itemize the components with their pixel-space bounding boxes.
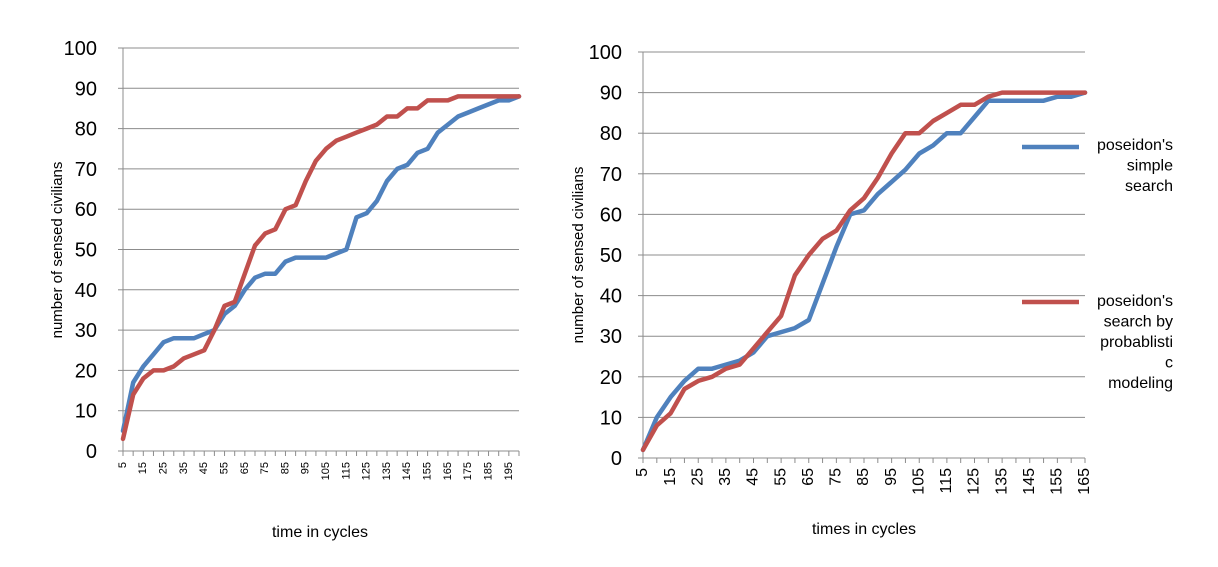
legend-label-2: modeling bbox=[1108, 375, 1173, 392]
y-tick-label: 30 bbox=[75, 320, 97, 342]
x-tick-label: 75 bbox=[259, 462, 271, 474]
chart-1: 0 10 20 30 40 50 60 70 80 90 100 5 15 25 35 45 55 65 75 85 9… bbox=[49, 38, 522, 541]
x-tick-label: 85 bbox=[279, 462, 291, 474]
x-tick-label: 75 bbox=[828, 468, 845, 486]
legend-label-2: search by bbox=[1104, 314, 1173, 331]
series-line-2 bbox=[120, 94, 522, 442]
legend-label-2: poseidon's bbox=[1097, 293, 1173, 310]
chart-2: 0 10 20 30 40 50 60 70 80 90 100 5 15 25 35 45 55 65 75 85 9… bbox=[570, 42, 1173, 538]
x-tick-label: 95 bbox=[300, 462, 312, 474]
y-tick-label: 70 bbox=[600, 164, 622, 186]
x-tick-label: 35 bbox=[178, 462, 190, 474]
x-tick-label: 5 bbox=[634, 468, 651, 477]
x-tick-label: 175 bbox=[462, 462, 474, 480]
x-tick-label: 25 bbox=[158, 462, 170, 474]
x-tick-label: 145 bbox=[1021, 468, 1038, 495]
x-tick-label: 155 bbox=[422, 462, 434, 480]
y-tick-label: 0 bbox=[611, 448, 622, 470]
y-tick-label: 10 bbox=[600, 407, 622, 429]
y-tick-label: 80 bbox=[600, 123, 622, 145]
x-tick-label: 25 bbox=[689, 468, 706, 486]
y-tick-label: 100 bbox=[589, 42, 622, 64]
x-tick-label: 155 bbox=[1049, 468, 1066, 495]
legend-label-2: probablisti bbox=[1100, 334, 1173, 351]
y-tick-label: 100 bbox=[64, 38, 97, 60]
x-tick-label: 15 bbox=[137, 462, 149, 474]
x-tick-label: 135 bbox=[993, 468, 1010, 495]
x-tick-label: 115 bbox=[340, 462, 352, 480]
x-tick-label: 165 bbox=[442, 462, 454, 480]
y-tick-label: 20 bbox=[600, 367, 622, 389]
legend-label-1: search bbox=[1125, 178, 1173, 195]
y-tick-label: 60 bbox=[600, 204, 622, 226]
legend-label-1: poseidon's bbox=[1097, 137, 1173, 154]
y-tick-label: 0 bbox=[86, 441, 97, 463]
x-tick-label: 85 bbox=[855, 468, 872, 486]
x-tick-label: 105 bbox=[320, 462, 332, 480]
x-tick-label: 115 bbox=[938, 468, 955, 494]
x-tick-label: 145 bbox=[401, 462, 413, 480]
legend-label-1: simple bbox=[1127, 158, 1173, 175]
x-tick-label: 15 bbox=[662, 468, 679, 486]
x-axis-label: times in cycles bbox=[812, 521, 916, 538]
x-tick-label: 195 bbox=[503, 462, 515, 480]
y-tick-label: 10 bbox=[75, 401, 97, 423]
y-tick-label: 30 bbox=[600, 326, 622, 348]
x-tick-label: 55 bbox=[218, 462, 230, 474]
x-tick-label: 5 bbox=[117, 462, 129, 468]
series-line-1 bbox=[640, 90, 1088, 453]
series-line-2 bbox=[640, 90, 1088, 453]
y-tick-label: 90 bbox=[600, 83, 622, 105]
y-tick-label: 20 bbox=[75, 360, 97, 382]
x-tick-label: 185 bbox=[482, 462, 494, 480]
x-tick-label: 125 bbox=[361, 462, 373, 480]
y-tick-label: 50 bbox=[75, 240, 97, 262]
x-tick-label: 35 bbox=[717, 468, 734, 486]
series-line-1 bbox=[120, 94, 522, 434]
x-tick-label: 125 bbox=[966, 468, 983, 495]
y-axis-label: number of sensed civilians bbox=[49, 162, 66, 339]
y-tick-label: 60 bbox=[75, 199, 97, 221]
legend-label-2: c bbox=[1165, 355, 1173, 372]
x-tick-label: 55 bbox=[772, 468, 789, 486]
x-tick-label: 135 bbox=[381, 462, 393, 480]
y-tick-label: 90 bbox=[75, 78, 97, 100]
y-tick-label: 50 bbox=[600, 245, 622, 267]
y-tick-label: 40 bbox=[600, 286, 622, 308]
x-axis-label: time in cycles bbox=[272, 524, 368, 541]
x-tick-label: 65 bbox=[239, 462, 251, 474]
x-tick-label: 105 bbox=[910, 468, 927, 495]
x-tick-label: 165 bbox=[1076, 468, 1093, 495]
y-tick-label: 80 bbox=[75, 119, 97, 141]
legend: poseidon's simple search poseidon's search b… bbox=[1022, 137, 1173, 392]
x-tick-label: 95 bbox=[883, 468, 900, 486]
x-tick-label: 65 bbox=[800, 468, 817, 486]
y-tick-label: 40 bbox=[75, 280, 97, 302]
y-tick-label: 70 bbox=[75, 159, 97, 181]
y-axis-label: number of sensed civilians bbox=[570, 167, 587, 344]
x-tick-label: 45 bbox=[198, 462, 210, 474]
x-tick-label: 45 bbox=[745, 468, 762, 486]
